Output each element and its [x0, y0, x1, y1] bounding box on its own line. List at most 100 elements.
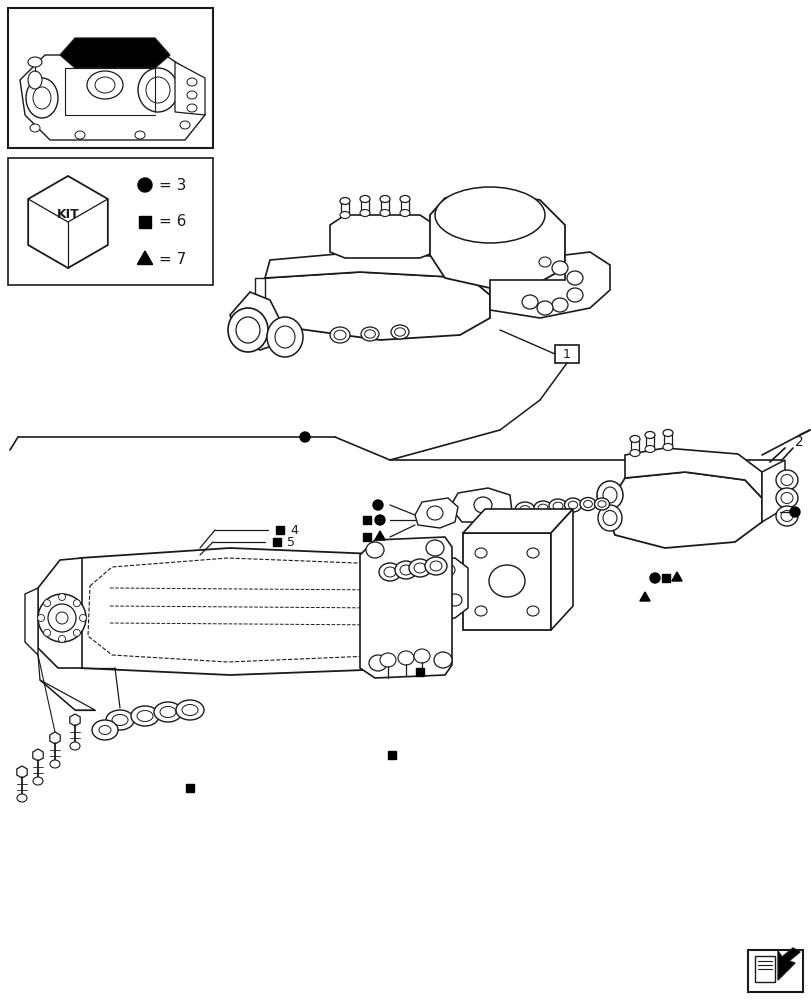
Ellipse shape [514, 502, 534, 518]
Text: = 6: = 6 [159, 215, 187, 230]
Polygon shape [88, 558, 414, 662]
Ellipse shape [340, 212, 350, 219]
Polygon shape [489, 252, 609, 318]
Ellipse shape [775, 470, 797, 490]
Ellipse shape [409, 559, 431, 577]
Bar [747, 950, 802, 992]
Ellipse shape [30, 124, 40, 132]
Ellipse shape [95, 77, 115, 93]
Polygon shape [551, 509, 573, 630]
Ellipse shape [583, 500, 592, 508]
Ellipse shape [146, 77, 169, 103]
Ellipse shape [33, 777, 43, 785]
Ellipse shape [391, 567, 405, 579]
Ellipse shape [380, 653, 396, 667]
Ellipse shape [28, 57, 42, 67]
Ellipse shape [448, 594, 461, 606]
Ellipse shape [644, 446, 654, 452]
Ellipse shape [379, 563, 401, 581]
Ellipse shape [131, 706, 159, 726]
Bar [363, 516, 371, 524]
Ellipse shape [397, 651, 414, 665]
Ellipse shape [58, 593, 66, 600]
Text: 4: 4 [290, 524, 298, 536]
Ellipse shape [596, 481, 622, 509]
Ellipse shape [526, 548, 539, 558]
Circle shape [789, 507, 799, 517]
Ellipse shape [414, 637, 431, 649]
Polygon shape [264, 252, 489, 295]
Polygon shape [70, 714, 80, 726]
Ellipse shape [58, 636, 66, 643]
Polygon shape [40, 680, 95, 710]
Ellipse shape [538, 504, 547, 512]
Ellipse shape [400, 196, 410, 202]
Ellipse shape [427, 506, 443, 520]
Ellipse shape [579, 497, 595, 510]
Bar [363, 533, 371, 541]
Ellipse shape [663, 444, 672, 450]
Polygon shape [28, 176, 108, 268]
Ellipse shape [187, 91, 197, 99]
Ellipse shape [414, 649, 430, 663]
Ellipse shape [329, 327, 350, 343]
Bar [388, 751, 396, 759]
Ellipse shape [391, 325, 409, 339]
Ellipse shape [368, 655, 387, 671]
Ellipse shape [187, 78, 197, 86]
Ellipse shape [154, 702, 182, 722]
Ellipse shape [394, 328, 405, 336]
Polygon shape [639, 592, 650, 601]
Ellipse shape [629, 436, 639, 442]
Polygon shape [49, 732, 60, 744]
Ellipse shape [566, 271, 582, 285]
Ellipse shape [780, 475, 792, 486]
Ellipse shape [519, 506, 530, 514]
Ellipse shape [366, 542, 384, 558]
Ellipse shape [50, 760, 60, 768]
Text: 1: 1 [562, 348, 570, 360]
Polygon shape [375, 531, 384, 540]
Ellipse shape [138, 68, 178, 112]
Ellipse shape [37, 614, 45, 621]
Ellipse shape [536, 301, 552, 315]
Ellipse shape [474, 497, 491, 513]
Ellipse shape [236, 317, 260, 343]
Ellipse shape [73, 600, 80, 607]
Ellipse shape [384, 567, 396, 577]
Ellipse shape [137, 710, 152, 722]
Ellipse shape [551, 298, 568, 312]
Text: 2: 2 [794, 435, 803, 449]
Ellipse shape [551, 261, 568, 275]
Ellipse shape [106, 710, 134, 730]
Polygon shape [38, 558, 82, 668]
Bar [754, 956, 774, 982]
Ellipse shape [548, 499, 566, 513]
Text: 5: 5 [286, 536, 294, 548]
Ellipse shape [99, 726, 111, 734]
Polygon shape [175, 62, 204, 115]
Circle shape [375, 515, 384, 525]
Ellipse shape [427, 654, 443, 666]
Ellipse shape [228, 308, 268, 352]
Ellipse shape [644, 432, 654, 438]
Ellipse shape [433, 652, 452, 668]
Ellipse shape [603, 510, 616, 526]
Ellipse shape [526, 606, 539, 616]
Ellipse shape [79, 614, 87, 621]
Bar [139, 216, 151, 228]
Ellipse shape [73, 629, 80, 636]
Polygon shape [449, 488, 512, 522]
Ellipse shape [38, 594, 86, 642]
Ellipse shape [380, 196, 389, 202]
Polygon shape [380, 558, 467, 622]
Ellipse shape [340, 198, 350, 205]
Ellipse shape [361, 327, 379, 341]
Polygon shape [761, 460, 784, 522]
Circle shape [649, 573, 659, 583]
Ellipse shape [75, 131, 85, 139]
Polygon shape [32, 749, 43, 761]
Polygon shape [430, 192, 564, 288]
Ellipse shape [44, 629, 50, 636]
Polygon shape [52, 548, 440, 675]
